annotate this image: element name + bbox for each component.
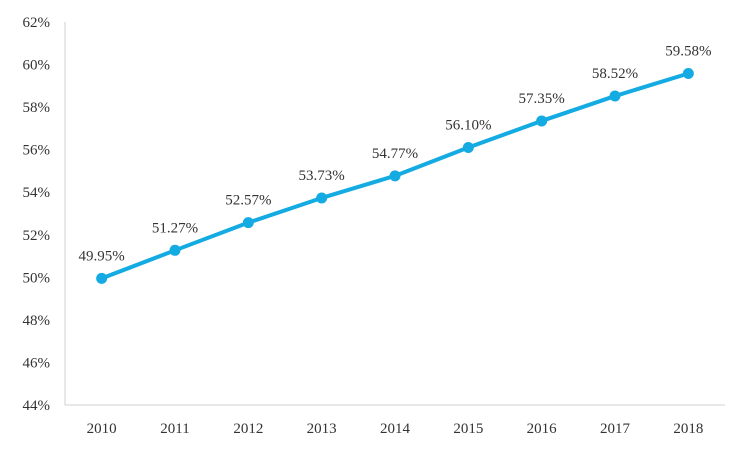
x-tick-label: 2014 bbox=[380, 421, 411, 437]
x-tick-label: 2018 bbox=[673, 421, 703, 437]
y-tick-label: 48% bbox=[23, 313, 51, 329]
data-label: 54.77% bbox=[372, 146, 418, 162]
y-tick-label: 56% bbox=[23, 143, 51, 159]
data-point bbox=[462, 142, 474, 154]
x-tick-label: 2010 bbox=[87, 421, 117, 437]
y-tick-label: 44% bbox=[23, 398, 51, 414]
y-tick-label: 46% bbox=[23, 355, 51, 371]
data-point bbox=[96, 272, 108, 284]
y-tick-label: 58% bbox=[23, 100, 51, 116]
x-tick-label: 2012 bbox=[233, 421, 263, 437]
series-points bbox=[96, 67, 694, 284]
x-tick-label: 2017 bbox=[600, 421, 631, 437]
data-label: 57.35% bbox=[519, 91, 565, 107]
y-tick-label: 60% bbox=[23, 58, 51, 74]
data-label: 56.10% bbox=[445, 118, 491, 134]
y-tick-label: 62% bbox=[23, 15, 51, 31]
data-labels: 49.95% 51.27% 52.57% 53.73% 54.77% 56.10% 57.3… bbox=[79, 43, 712, 264]
data-label: 49.95% bbox=[79, 248, 125, 264]
data-point bbox=[169, 244, 181, 256]
y-tick-label: 54% bbox=[23, 185, 51, 201]
y-axis-tick-labels: 44% 46% 48% 50% 52% 54% 56% 58% 60% 62% bbox=[23, 15, 51, 414]
x-tick-label: 2015 bbox=[453, 421, 483, 437]
data-point bbox=[536, 115, 548, 127]
y-tick-label: 50% bbox=[23, 270, 51, 286]
data-point bbox=[682, 67, 694, 79]
data-point bbox=[316, 192, 328, 204]
data-point bbox=[389, 170, 401, 182]
chart-axes bbox=[64, 22, 725, 406]
data-point bbox=[609, 90, 621, 102]
x-axis-tick-labels: 2010 2011 2012 2013 2014 2015 2016 2017 2018 bbox=[87, 421, 704, 437]
x-tick-label: 2011 bbox=[160, 421, 189, 437]
y-tick-label: 52% bbox=[23, 228, 51, 244]
x-tick-label: 2013 bbox=[307, 421, 337, 437]
data-label: 58.52% bbox=[592, 66, 638, 82]
x-tick-label: 2016 bbox=[527, 421, 558, 437]
data-label: 59.58% bbox=[665, 43, 711, 59]
data-label: 52.57% bbox=[225, 193, 271, 209]
data-label: 53.73% bbox=[299, 168, 345, 184]
data-label: 51.27% bbox=[152, 220, 198, 236]
data-point bbox=[242, 217, 254, 229]
